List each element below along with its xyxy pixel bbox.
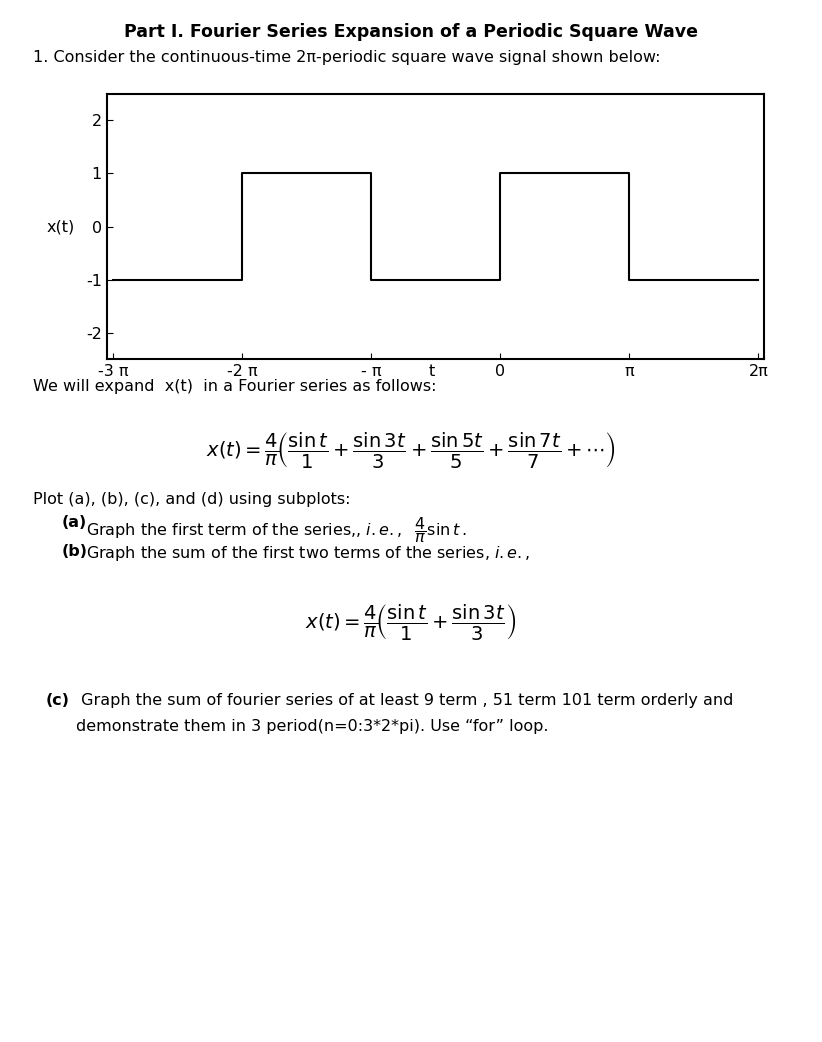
Text: (c): (c) — [45, 693, 69, 708]
Text: 1. Consider the continuous-time 2π-periodic square wave signal shown below:: 1. Consider the continuous-time 2π-perio… — [33, 50, 660, 65]
Text: We will expand  x(t)  in a Fourier series as follows:: We will expand x(t) in a Fourier series … — [33, 379, 436, 394]
Text: Part I. Fourier Series Expansion of a Periodic Square Wave: Part I. Fourier Series Expansion of a Pe… — [124, 23, 698, 41]
Text: Graph the first term of the series,, $i.e.,$  $\dfrac{4}{\pi}\sin t\,.$: Graph the first term of the series,, $i.… — [86, 515, 467, 545]
Text: Graph the sum of fourier series of at least 9 term , 51 term 101 term orderly an: Graph the sum of fourier series of at le… — [76, 693, 734, 708]
Text: Plot (a), (b), (c), and (d) using subplots:: Plot (a), (b), (c), and (d) using subplo… — [33, 492, 350, 506]
Text: Graph the sum of the first two terms of the series, $i.e.,$: Graph the sum of the first two terms of … — [86, 544, 531, 563]
Text: t: t — [428, 364, 435, 378]
Text: (a): (a) — [62, 515, 87, 529]
Text: $x(t) = \dfrac{4}{\pi}\!\left(\dfrac{\sin t}{1} + \dfrac{\sin 3t}{3} + \dfrac{\s: $x(t) = \dfrac{4}{\pi}\!\left(\dfrac{\si… — [206, 430, 616, 470]
Text: demonstrate them in 3 period(n=0:3*2*pi). Use “for” loop.: demonstrate them in 3 period(n=0:3*2*pi)… — [76, 719, 549, 734]
Y-axis label: x(t): x(t) — [47, 219, 75, 234]
Text: $x(t) = \dfrac{4}{\pi}\!\left(\dfrac{\sin t}{1} + \dfrac{\sin 3t}{3}\right)$: $x(t) = \dfrac{4}{\pi}\!\left(\dfrac{\si… — [305, 602, 517, 642]
Text: (b): (b) — [62, 544, 88, 559]
